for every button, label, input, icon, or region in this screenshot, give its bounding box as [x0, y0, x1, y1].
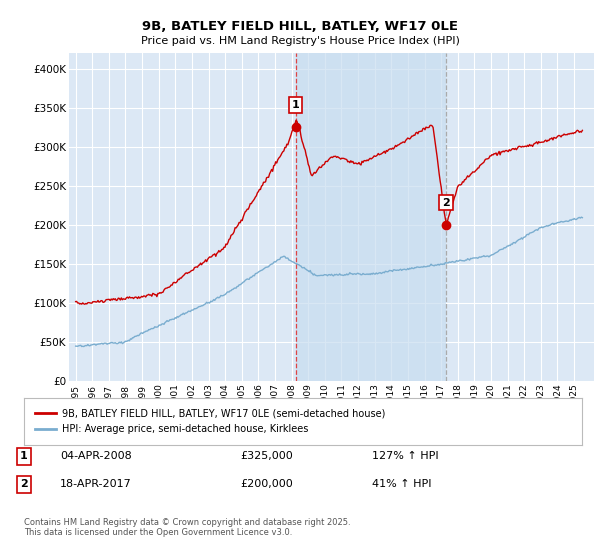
- Text: 1: 1: [292, 100, 299, 110]
- Text: 1: 1: [20, 451, 28, 461]
- Text: 2: 2: [442, 198, 450, 208]
- Text: 2: 2: [20, 479, 28, 489]
- Text: Price paid vs. HM Land Registry's House Price Index (HPI): Price paid vs. HM Land Registry's House …: [140, 36, 460, 46]
- Text: 18-APR-2017: 18-APR-2017: [60, 479, 132, 489]
- Text: 04-APR-2008: 04-APR-2008: [60, 451, 132, 461]
- Text: 41% ↑ HPI: 41% ↑ HPI: [372, 479, 431, 489]
- Text: Contains HM Land Registry data © Crown copyright and database right 2025.
This d: Contains HM Land Registry data © Crown c…: [24, 518, 350, 538]
- Text: £200,000: £200,000: [240, 479, 293, 489]
- Bar: [296, 53, 446, 381]
- Legend: 9B, BATLEY FIELD HILL, BATLEY, WF17 0LE (semi-detached house), HPI: Average pric: 9B, BATLEY FIELD HILL, BATLEY, WF17 0LE …: [29, 403, 391, 440]
- Text: 127% ↑ HPI: 127% ↑ HPI: [372, 451, 439, 461]
- Text: £325,000: £325,000: [240, 451, 293, 461]
- Text: 9B, BATLEY FIELD HILL, BATLEY, WF17 0LE: 9B, BATLEY FIELD HILL, BATLEY, WF17 0LE: [142, 20, 458, 32]
